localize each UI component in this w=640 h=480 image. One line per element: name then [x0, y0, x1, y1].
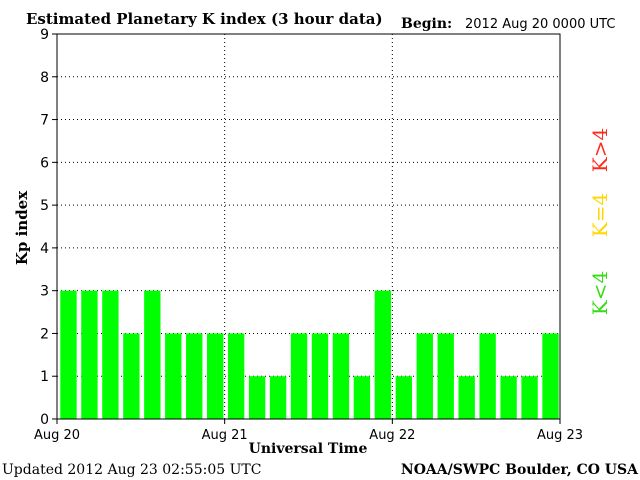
legend-k-greater-4: K>4 — [588, 128, 612, 172]
y-tick-label: 2 — [40, 326, 49, 342]
plot-frame — [56, 33, 561, 420]
kp-bar — [416, 333, 433, 419]
kp-bar — [521, 376, 538, 419]
x-tick-label: Aug 23 — [537, 428, 583, 443]
chart-title: Estimated Planetary K index (3 hour data… — [26, 10, 383, 28]
y-tick-label: 7 — [40, 113, 49, 129]
x-tick-labels: Aug 20 Aug 21 Aug 22 Aug 23 — [34, 428, 583, 443]
kp-bar — [395, 376, 412, 419]
kp-bar — [186, 333, 203, 419]
legend: K>4 K=4 K<4 — [588, 128, 612, 315]
y-tick-label: 6 — [40, 155, 49, 171]
y-tick-label: 5 — [40, 198, 49, 214]
kp-bar — [332, 333, 350, 419]
legend-k-less-4: K<4 — [588, 271, 612, 315]
kp-bar — [81, 290, 98, 419]
kp-bar — [500, 376, 517, 419]
y-axis-label: Kp index — [13, 190, 31, 265]
y-tick-label: 4 — [40, 241, 49, 257]
axes — [52, 33, 561, 424]
begin-value: 2012 Aug 20 0000 UTC — [465, 17, 615, 32]
kp-bar — [102, 290, 119, 419]
gridlines — [57, 34, 560, 419]
y-tick-label: 1 — [40, 369, 49, 385]
x-axis-label: Universal Time — [249, 441, 368, 457]
y-tick-label: 3 — [40, 284, 49, 300]
source-credit: NOAA/SWPC Boulder, CO USA — [401, 462, 639, 478]
y-tick-label: 0 — [40, 412, 49, 428]
kp-bar — [60, 290, 77, 419]
x-tick-label: Aug 20 — [34, 428, 80, 443]
y-tick-labels: 0 1 2 3 4 5 6 7 8 9 — [40, 27, 49, 428]
kp-bar — [479, 333, 496, 419]
kp-bar — [311, 333, 329, 419]
x-tick-label: Aug 21 — [202, 428, 248, 443]
legend-k-equal-4: K=4 — [588, 193, 612, 237]
y-tick-label: 9 — [40, 27, 49, 43]
x-tick-label: Aug 22 — [369, 428, 415, 443]
kp-bar — [123, 333, 140, 419]
kp-bar — [227, 333, 245, 419]
kp-bar — [374, 290, 392, 419]
kp-bar — [144, 290, 161, 419]
kp-bar — [353, 376, 371, 419]
kp-bar — [207, 333, 224, 419]
kp-bar — [269, 376, 287, 419]
kp-bar — [458, 376, 475, 419]
bars — [60, 290, 559, 419]
kp-bar — [165, 333, 182, 419]
kp-bar — [248, 376, 266, 419]
kp-bar — [290, 333, 308, 419]
begin-label: Begin: — [401, 16, 452, 32]
kp-bar — [542, 333, 559, 419]
y-tick-label: 8 — [40, 70, 49, 86]
kp-bar — [437, 333, 454, 419]
updated-timestamp: Updated 2012 Aug 23 02:55:05 UTC — [2, 462, 261, 478]
